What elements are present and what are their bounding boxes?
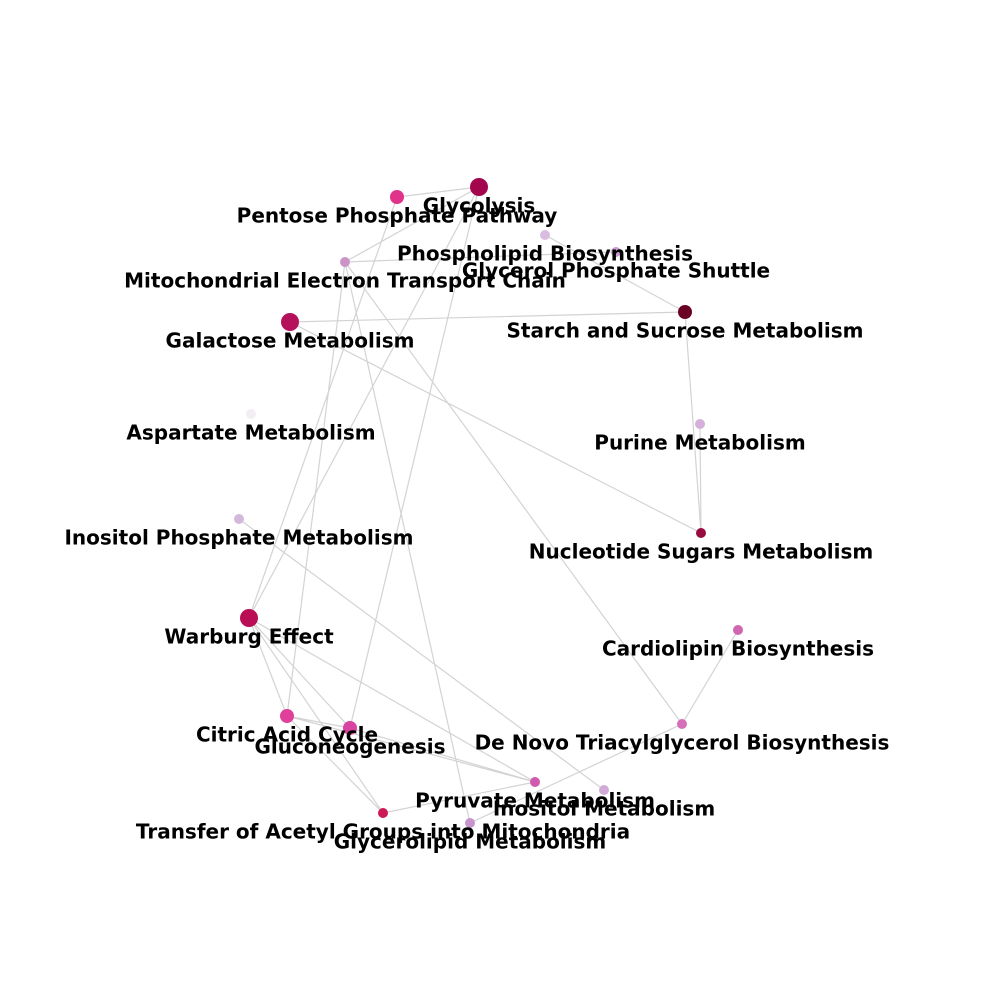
node-label-glycerolipid: Glycerolipid Metabolism xyxy=(334,830,607,854)
node-nucsugar[interactable] xyxy=(696,528,706,538)
node-label-ppp: Pentose Phosphate Pathway xyxy=(237,204,558,228)
edge-glycolysis-gluconeo xyxy=(349,186,480,729)
edge-inositolp-inositol xyxy=(238,518,605,791)
node-label-glycolysis: Glycolysis xyxy=(423,194,535,218)
edge-pyruvate-acetyl xyxy=(382,781,536,814)
edge-purine-nucsugar xyxy=(699,423,702,534)
node-label-acetyl: Transfer of Acetyl Groups into Mitochond… xyxy=(136,820,630,844)
node-label-cardiolipin: Cardiolipin Biosynthesis xyxy=(602,637,874,661)
node-label-galactose: Galactose Metabolism xyxy=(166,329,415,353)
edge-warburg-acetyl xyxy=(248,617,384,814)
node-cardiolipin[interactable] xyxy=(733,625,743,635)
edge-galactose-nucsugar xyxy=(289,321,702,534)
node-label-gluconeo: Gluconeogenesis xyxy=(255,735,446,759)
node-label-warburg: Warburg Effect xyxy=(164,625,334,649)
node-label-denovo: De Novo Triacylglycerol Biosynthesis xyxy=(475,731,890,755)
node-starch[interactable] xyxy=(678,305,692,319)
edge-galactose-starch xyxy=(289,311,686,323)
node-denovo[interactable] xyxy=(677,719,687,729)
edge-warburg-gluconeo xyxy=(248,617,351,729)
edge-tca-acetyl xyxy=(286,715,384,814)
edge-tca-gluconeo xyxy=(286,715,351,729)
node-acetyl[interactable] xyxy=(378,808,388,818)
edge-ppp-warburg xyxy=(248,196,398,619)
node-warburg[interactable] xyxy=(240,609,258,627)
edge-layer xyxy=(238,186,739,824)
node-glycolysis[interactable] xyxy=(470,178,488,196)
edge-warburg-tca xyxy=(248,617,288,717)
edge-tca-pyruvate xyxy=(286,715,536,783)
edge-starch-nucsugar xyxy=(684,311,702,534)
edge-metc-glycerolipid xyxy=(344,261,471,824)
edge-gluconeo-pyruvate xyxy=(349,727,536,783)
node-aspartate[interactable] xyxy=(246,409,256,419)
node-ppp[interactable] xyxy=(390,190,404,204)
node-pyruvate[interactable] xyxy=(530,777,540,787)
node-purine[interactable] xyxy=(695,419,705,429)
node-glycerolipid[interactable] xyxy=(465,818,475,828)
node-label-inositol: Inositol Metabolism xyxy=(493,797,715,821)
node-label-purine: Purine Metabolism xyxy=(594,431,805,455)
node-label-gps: Glycerol Phosphate Shuttle xyxy=(462,259,770,283)
node-inositolp[interactable] xyxy=(234,514,244,524)
edge-glycolysis-ppp xyxy=(396,186,480,198)
edge-metc-denovo xyxy=(344,261,683,725)
edge-warburg-pyruvate xyxy=(248,617,536,783)
node-metc[interactable] xyxy=(340,257,350,267)
node-label-inositolp: Inositol Phosphate Metabolism xyxy=(64,526,413,550)
edge-metc-gps xyxy=(344,251,617,263)
node-label-tca: Citric Acid Cycle xyxy=(196,723,378,747)
node-label-starch: Starch and Sucrose Metabolism xyxy=(507,319,864,343)
node-label-phospholipid: Phospholipid Biosynthesis xyxy=(397,242,693,266)
node-tca[interactable] xyxy=(280,709,294,723)
node-gluconeo[interactable] xyxy=(343,721,357,735)
edge-glycolysis-metc xyxy=(344,186,480,263)
edge-phospholipid-starch xyxy=(544,234,686,313)
node-label-pyruvate: Pyruvate Metabolism xyxy=(415,789,655,813)
node-inositol[interactable] xyxy=(599,785,609,795)
node-phospholipid[interactable] xyxy=(540,230,550,240)
node-label-aspartate: Aspartate Metabolism xyxy=(126,421,375,445)
node-layer xyxy=(234,178,743,828)
edge-metc-tca xyxy=(286,261,346,717)
node-galactose[interactable] xyxy=(281,313,299,331)
edge-cardiolipin-denovo xyxy=(681,629,739,725)
node-gps[interactable] xyxy=(611,247,621,257)
node-label-nucsugar: Nucleotide Sugars Metabolism xyxy=(529,540,873,564)
node-label-metc: Mitochondrial Electron Transport Chain xyxy=(124,269,566,293)
edge-denovo-glycerolipid xyxy=(469,723,683,824)
